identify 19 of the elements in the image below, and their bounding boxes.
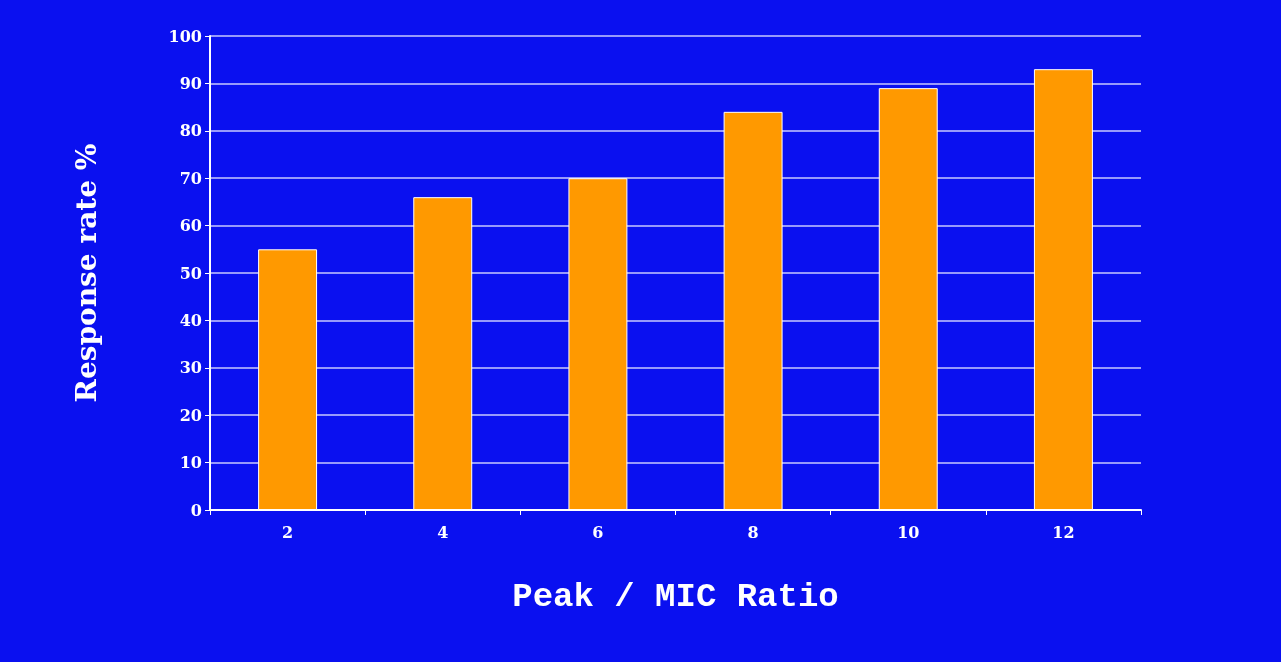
y-axis-title: Response rate % xyxy=(69,143,103,403)
y-tick-label: 50 xyxy=(179,263,202,283)
x-tick-label: 6 xyxy=(592,522,604,542)
y-tick-label: 80 xyxy=(179,121,202,141)
x-tick-label: 10 xyxy=(897,522,920,542)
y-tick-label: 70 xyxy=(179,168,202,188)
y-tick-label: 0 xyxy=(190,500,202,520)
x-axis-title: Peak / MIC Ratio xyxy=(512,578,839,616)
x-tick-label: 2 xyxy=(282,522,294,542)
y-tick-label: 20 xyxy=(179,405,202,425)
y-tick-label: 60 xyxy=(179,216,202,236)
x-tick-label: 4 xyxy=(437,522,449,542)
x-tick-label: 8 xyxy=(747,522,759,542)
y-tick-label: 90 xyxy=(179,73,202,93)
y-tick-label: 30 xyxy=(179,358,202,378)
y-tick-label: 10 xyxy=(179,453,202,473)
y-tick-label: 100 xyxy=(168,26,202,46)
y-tick-label: 40 xyxy=(179,310,202,330)
x-tick-label: 12 xyxy=(1052,522,1075,542)
